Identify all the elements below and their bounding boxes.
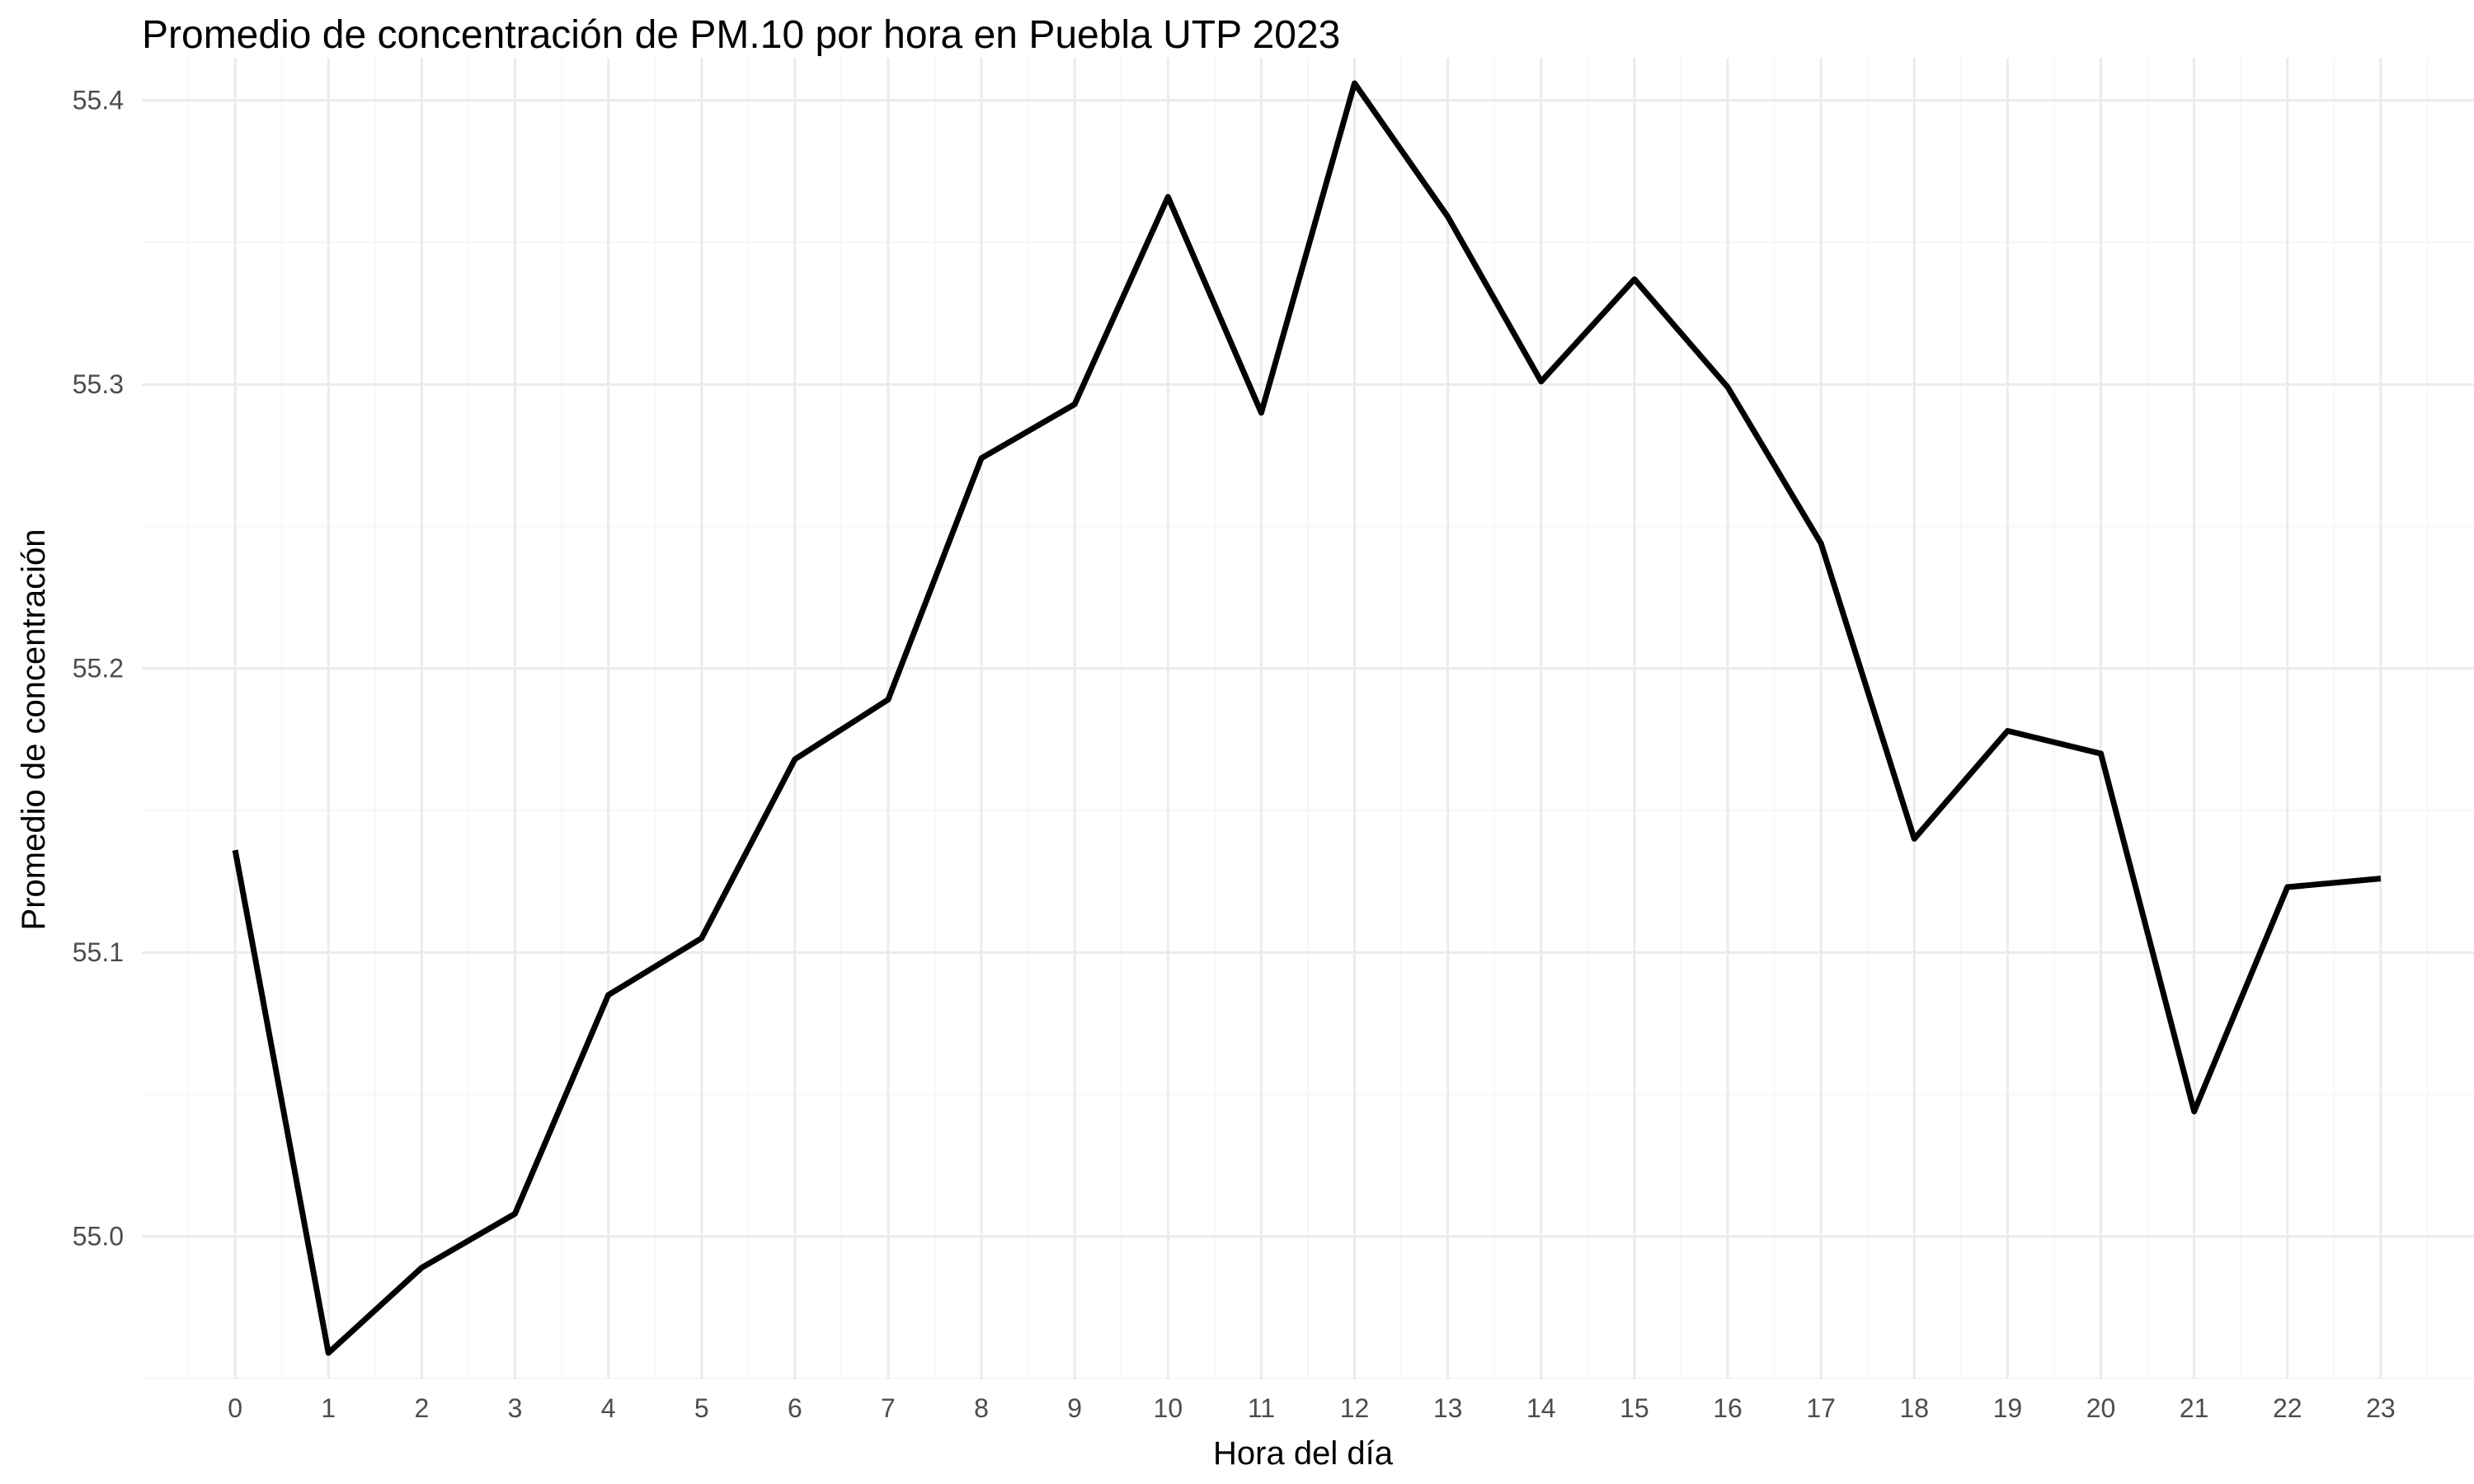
x-tick-label: 17 bbox=[1806, 1393, 1836, 1423]
y-tick-label: 55.2 bbox=[73, 654, 124, 683]
x-axis-title: Hora del día bbox=[1213, 1435, 1394, 1472]
x-tick-label: 5 bbox=[694, 1393, 709, 1423]
x-tick-label: 9 bbox=[1067, 1393, 1082, 1423]
series-line bbox=[232, 80, 2382, 1356]
minor-gridlines bbox=[142, 58, 2474, 1379]
x-tick-label: 10 bbox=[1154, 1393, 1183, 1423]
x-tick-label: 14 bbox=[1526, 1393, 1556, 1423]
y-tick-label: 55.3 bbox=[73, 369, 124, 399]
x-tick-label: 21 bbox=[2180, 1393, 2209, 1423]
x-tick-label: 1 bbox=[321, 1393, 336, 1423]
x-tick-label: 2 bbox=[414, 1393, 429, 1423]
x-tick-label: 20 bbox=[2086, 1393, 2116, 1423]
y-tick-label: 55.0 bbox=[73, 1222, 124, 1252]
x-tick-label: 3 bbox=[508, 1393, 523, 1423]
x-tick-label: 16 bbox=[1713, 1393, 1743, 1423]
y-axis-tick-labels: 55.0 55.1 55.2 55.3 55.4 bbox=[73, 86, 124, 1252]
x-tick-label: 6 bbox=[788, 1393, 802, 1423]
series-layer bbox=[232, 80, 2382, 1356]
y-tick-label: 55.1 bbox=[73, 937, 124, 967]
x-tick-label: 0 bbox=[228, 1393, 242, 1423]
x-tick-label: 19 bbox=[1993, 1393, 2023, 1423]
x-tick-label: 4 bbox=[601, 1393, 616, 1423]
x-tick-label: 23 bbox=[2366, 1393, 2396, 1423]
x-tick-label: 18 bbox=[1899, 1393, 1929, 1423]
x-tick-label: 15 bbox=[1620, 1393, 1649, 1423]
x-tick-label: 12 bbox=[1340, 1393, 1370, 1423]
y-axis-title: Promedio de concentración bbox=[16, 529, 52, 931]
x-tick-label: 13 bbox=[1433, 1393, 1463, 1423]
chart-title: Promedio de concentración de PM.10 por h… bbox=[142, 13, 1340, 57]
x-tick-label: 7 bbox=[881, 1393, 896, 1423]
y-tick-label: 55.4 bbox=[73, 86, 124, 115]
x-tick-label: 11 bbox=[1248, 1393, 1275, 1423]
x-axis-tick-labels: 0 1 2 3 4 5 6 7 8 9 10 11 12 13 14 15 16 17 18 19 20 21 22 23 bbox=[228, 1393, 2395, 1423]
x-tick-label: 8 bbox=[974, 1393, 989, 1423]
x-tick-label: 22 bbox=[2273, 1393, 2302, 1423]
major-gridlines bbox=[142, 58, 2474, 1378]
